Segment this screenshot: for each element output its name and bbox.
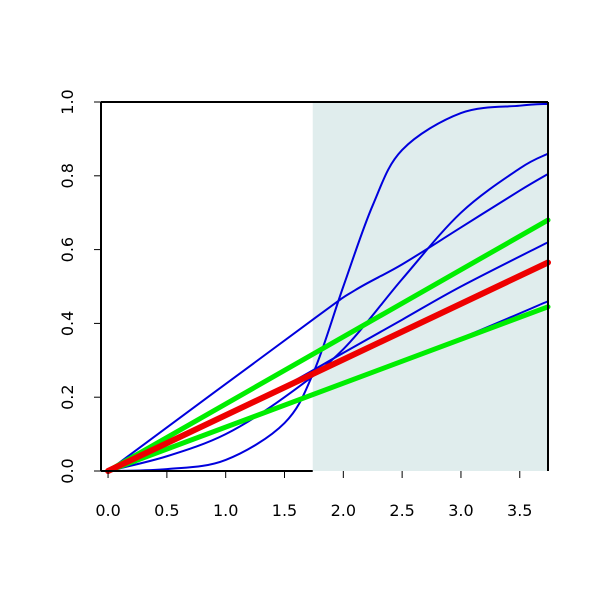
- x-axis-ticks: 0.0 0.5 1.0 1.5 2.0 2.5 3.0 3.5: [95, 471, 532, 520]
- x-tick-label: 1.0: [213, 501, 238, 520]
- series-line-7: [105, 304, 551, 474]
- x-tick-label: 1.5: [272, 501, 297, 520]
- y-tick-label: 0.2: [58, 384, 77, 409]
- series-line-6: [105, 217, 551, 474]
- y-tick-label: 1.0: [58, 89, 77, 114]
- y-tick-label: 0.4: [58, 311, 77, 336]
- series-line-5: [107, 102, 549, 472]
- x-tick-label: 0.0: [95, 501, 120, 520]
- axes-layer: [100, 101, 549, 472]
- series-layer: [105, 102, 551, 474]
- x-tick-label: 3.0: [448, 501, 473, 520]
- series-line-8: [105, 259, 551, 474]
- x-tick-label: 2.0: [331, 501, 356, 520]
- x-tick-label: 3.5: [507, 501, 532, 520]
- y-tick-label: 0.0: [58, 458, 77, 483]
- y-tick-label: 0.8: [58, 163, 77, 188]
- y-tick-label: 0.6: [58, 237, 77, 262]
- y-axis-ticks: 0.0 0.2 0.4 0.6 0.8 1.0: [58, 89, 101, 484]
- x-tick-label: 0.5: [154, 501, 179, 520]
- x-tick-label: 2.5: [389, 501, 414, 520]
- series-line-4: [107, 152, 549, 472]
- series-line-1: [107, 172, 549, 472]
